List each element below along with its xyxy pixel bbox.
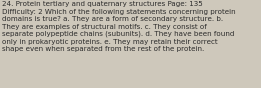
Text: 24. Protein tertiary and quaternary structures Page: 135
Difficulty: 2 Which of : 24. Protein tertiary and quaternary stru… [2,1,236,52]
